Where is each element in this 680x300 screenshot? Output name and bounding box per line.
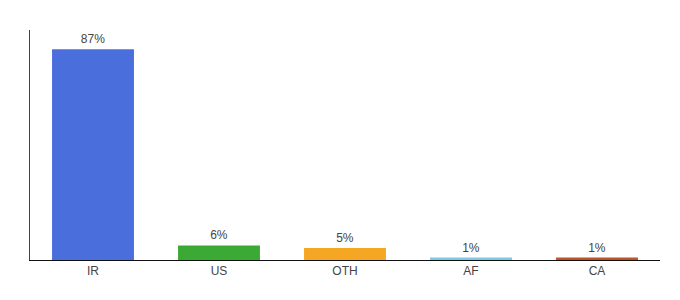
svg-text:1%: 1% bbox=[462, 241, 480, 255]
svg-text:5%: 5% bbox=[336, 231, 354, 245]
svg-text:IR: IR bbox=[87, 264, 99, 278]
svg-text:US: US bbox=[211, 264, 228, 278]
svg-text:1%: 1% bbox=[588, 241, 606, 255]
svg-text:AF: AF bbox=[463, 264, 478, 278]
svg-text:6%: 6% bbox=[210, 228, 228, 242]
svg-text:CA: CA bbox=[589, 264, 606, 278]
svg-text:87%: 87% bbox=[81, 32, 105, 46]
svg-text:OTH: OTH bbox=[332, 264, 357, 278]
